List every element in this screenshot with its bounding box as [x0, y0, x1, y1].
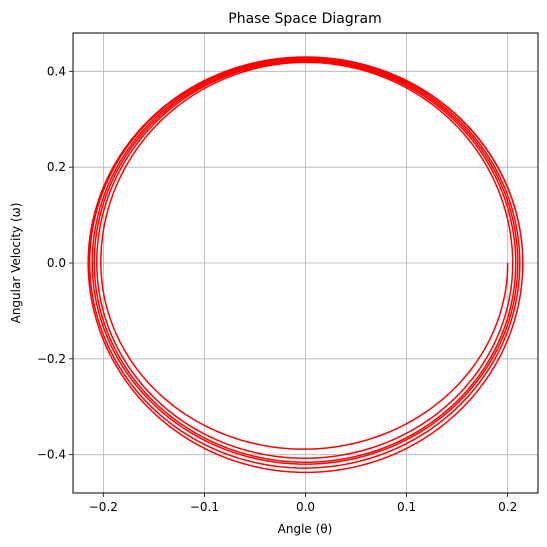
- x-axis-label: Angle (θ): [278, 522, 333, 536]
- phase-trajectory-line: [87, 56, 524, 474]
- y-axis-label: Angular Velocity (ω): [9, 203, 23, 324]
- plot-area: [87, 56, 524, 474]
- y-tick-label: −0.2: [37, 352, 66, 366]
- y-tick-label: 0.2: [47, 160, 66, 174]
- series-container: [87, 56, 524, 474]
- y-tick-label: −0.4: [37, 448, 66, 462]
- x-tick-label: 0.0: [296, 500, 315, 514]
- y-axis-ticks: −0.4 −0.2 0.0 0.2 0.4: [37, 64, 73, 462]
- grid-lines: [73, 33, 538, 493]
- x-tick-label: 0.1: [397, 500, 416, 514]
- x-tick-label: −0.1: [190, 500, 219, 514]
- y-tick-label: 0.0: [47, 256, 66, 270]
- x-tick-label: −0.2: [89, 500, 118, 514]
- chart-title: Phase Space Diagram: [228, 11, 381, 27]
- x-tick-label: 0.2: [498, 500, 517, 514]
- x-axis-ticks: −0.2 −0.1 0.0 0.1 0.2: [89, 493, 517, 514]
- y-tick-label: 0.4: [47, 64, 66, 78]
